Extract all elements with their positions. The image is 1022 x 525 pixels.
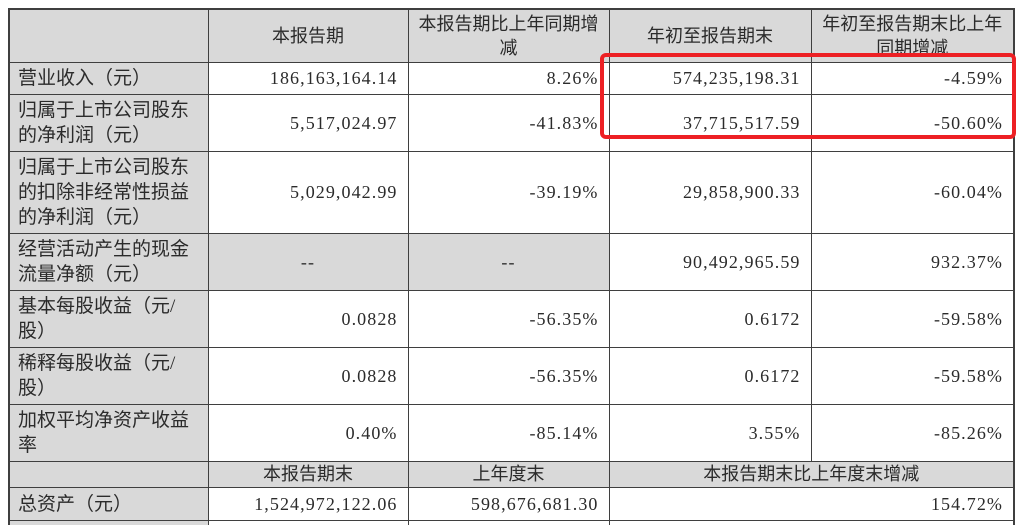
table-subheader-row: 本报告期末 上年度末 本报告期末比上年度末增减 <box>8 461 1015 488</box>
row-label: 归属于上市公司股东的扣除非经常性损益的净利润（元） <box>8 151 209 234</box>
row-label: 加权平均净资产收益率 <box>8 404 209 462</box>
table-row-equity: 归属于上市公司股东的所有者权益（元） 1,377,660,941.94 428,… <box>8 520 1015 525</box>
cell-value: 1,524,972,122.06 <box>207 487 409 521</box>
cell-value: 29,858,900.33 <box>608 151 812 234</box>
row-label: 营业收入（元） <box>8 62 209 95</box>
table-row-basic-eps: 基本每股收益（元/股） 0.0828 -56.35% 0.6172 -59.58… <box>8 290 1015 348</box>
table-row-operating-cash-flow: 经营活动产生的现金流量净额（元） -- -- 90,492,965.59 932… <box>8 233 1015 291</box>
row-label: 经营活动产生的现金流量净额（元） <box>8 233 209 291</box>
cell-value: 932.37% <box>810 233 1015 291</box>
header-ytd-yoy: 年初至报告期末比上年同期增减 <box>810 8 1015 63</box>
cell-value: -85.26% <box>810 404 1015 462</box>
header-current-period: 本报告期 <box>207 8 409 63</box>
cell-value: 5,029,042.99 <box>207 151 409 234</box>
cell-value: -4.59% <box>810 62 1015 95</box>
cell-value: -59.58% <box>810 347 1015 405</box>
cell-value: 186,163,164.14 <box>207 62 409 95</box>
cell-value: 0.0828 <box>207 290 409 348</box>
cell-value: 90,492,965.59 <box>608 233 812 291</box>
cell-value: -56.35% <box>407 290 610 348</box>
cell-value: -39.19% <box>407 151 610 234</box>
row-label: 基本每股收益（元/股） <box>8 290 209 348</box>
table-row-diluted-eps: 稀释每股收益（元/股） 0.0828 -56.35% 0.6172 -59.58… <box>8 347 1015 405</box>
table-row-weighted-avg-roe: 加权平均净资产收益率 0.40% -85.14% 3.55% -85.26% <box>8 404 1015 462</box>
cell-value: -- <box>207 233 409 291</box>
table-row-net-profit: 归属于上市公司股东的净利润（元） 5,517,024.97 -41.83% 37… <box>8 94 1015 152</box>
row-label: 归属于上市公司股东的净利润（元） <box>8 94 209 152</box>
cell-value: 8.26% <box>407 62 610 95</box>
subheader-change-vs-prior-year-end: 本报告期末比上年度末增减 <box>608 461 1015 488</box>
row-label: 归属于上市公司股东的所有者权益（元） <box>8 520 209 525</box>
cell-value: 0.6172 <box>608 347 812 405</box>
cell-value: 0.40% <box>207 404 409 462</box>
cell-value: 0.6172 <box>608 290 812 348</box>
cell-value: 574,235,198.31 <box>608 62 812 95</box>
cell-value: -41.83% <box>407 94 610 152</box>
row-label: 稀释每股收益（元/股） <box>8 347 209 405</box>
header-ytd: 年初至报告期末 <box>608 8 812 63</box>
cell-value: 5,517,024.97 <box>207 94 409 152</box>
table-row-net-profit-excl-nonrecurring: 归属于上市公司股东的扣除非经常性损益的净利润（元） 5,029,042.99 -… <box>8 151 1015 234</box>
cell-value: -50.60% <box>810 94 1015 152</box>
subheader-period-end: 本报告期末 <box>207 461 409 488</box>
table-header-row: 本报告期 本报告期比上年同期增减 年初至报告期末 年初至报告期末比上年同期增减 <box>8 8 1015 63</box>
cell-value: -59.58% <box>810 290 1015 348</box>
table-row-revenue: 营业收入（元） 186,163,164.14 8.26% 574,235,198… <box>8 62 1015 95</box>
cell-value: -85.14% <box>407 404 610 462</box>
row-label: 总资产（元） <box>8 487 209 521</box>
cell-value: -60.04% <box>810 151 1015 234</box>
cell-value: 598,676,681.30 <box>407 487 610 521</box>
header-current-period-yoy: 本报告期比上年同期增减 <box>407 8 610 63</box>
cell-value: 221.76% <box>608 520 1015 525</box>
financial-summary-table: 本报告期 本报告期比上年同期增减 年初至报告期末 年初至报告期末比上年同期增减 … <box>8 8 1015 525</box>
cell-value: 3.55% <box>608 404 812 462</box>
subheader-prior-year-end: 上年度末 <box>407 461 610 488</box>
cell-value: -- <box>407 233 610 291</box>
header-blank <box>8 8 209 63</box>
cell-value: 0.0828 <box>207 347 409 405</box>
subheader-blank <box>8 461 209 488</box>
cell-value: -56.35% <box>407 347 610 405</box>
cell-value: 154.72% <box>608 487 1015 521</box>
cell-value: 428,167,418.80 <box>407 520 610 525</box>
table-row-total-assets: 总资产（元） 1,524,972,122.06 598,676,681.30 1… <box>8 487 1015 521</box>
cell-value: 1,377,660,941.94 <box>207 520 409 525</box>
cell-value: 37,715,517.59 <box>608 94 812 152</box>
